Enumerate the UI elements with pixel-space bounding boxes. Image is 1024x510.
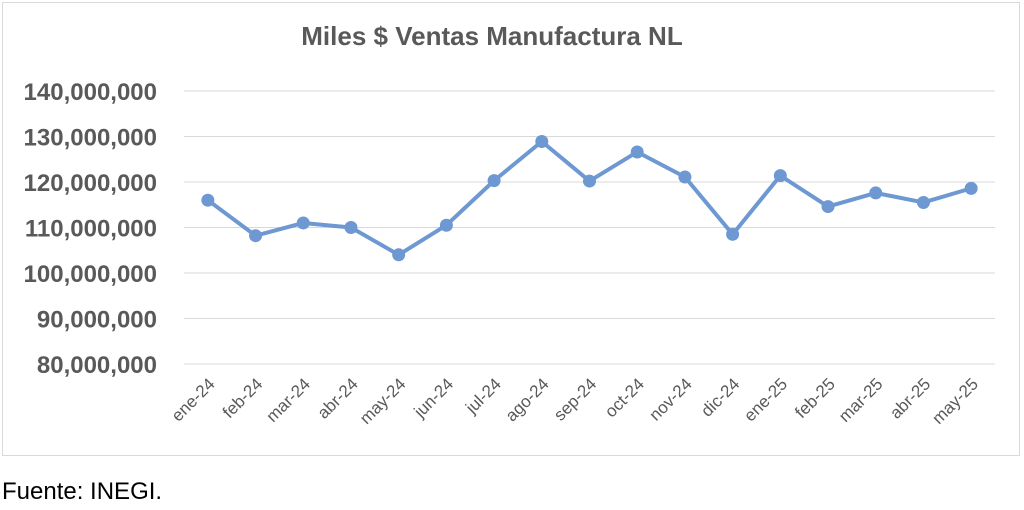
data-point: [678, 170, 692, 184]
data-point: [726, 227, 740, 241]
data-point: [964, 181, 978, 195]
series-line: [206, 139, 972, 257]
x-tick-label: nov-24: [646, 374, 696, 424]
x-tick-label: abr-25: [886, 374, 934, 422]
x-tick-label: oct-24: [601, 374, 648, 421]
data-point: [392, 248, 406, 262]
data-point: [916, 195, 930, 209]
y-tick-label: 140,000,000: [24, 79, 157, 106]
x-tick-label: may-25: [928, 374, 982, 428]
data-point: [296, 216, 310, 230]
x-tick-label: feb-24: [219, 374, 267, 422]
x-tick-label: ene-25: [740, 374, 791, 425]
data-point: [869, 186, 883, 200]
data-point: [821, 200, 835, 214]
data-point: [583, 174, 596, 188]
y-tick-label: 100,000,000: [24, 261, 157, 288]
x-tick-label: ago-24: [502, 374, 553, 425]
data-point: [535, 135, 549, 149]
y-tick-label: 90,000,000: [37, 307, 157, 334]
x-tick-label: abr-24: [314, 374, 362, 422]
data-point: [487, 174, 501, 188]
y-tick-label: 120,000,000: [24, 170, 157, 197]
series-layer: [201, 135, 978, 262]
data-point: [439, 218, 453, 232]
x-tick-label: jun-24: [410, 374, 458, 422]
x-tick-label: mar-25: [835, 374, 887, 426]
data-point: [344, 221, 358, 234]
y-tick-label: 130,000,000: [24, 125, 157, 152]
y-tick-label: 80,000,000: [37, 352, 157, 379]
chart-title: Miles $ Ventas Manufactura NL: [301, 21, 683, 51]
data-point: [249, 229, 263, 243]
source-note: Fuente: INEGI.: [2, 478, 163, 505]
data-point: [201, 193, 215, 207]
data-point: [630, 145, 644, 159]
x-tick-label: ene-24: [168, 374, 219, 425]
x-tick-label: feb-25: [791, 374, 839, 422]
x-tick-label: mar-24: [263, 374, 315, 426]
line-chart: Miles $ Ventas Manufactura NL 80,000,000…: [24, 21, 995, 428]
y-tick-label: 110,000,000: [25, 216, 157, 243]
x-tick-label: jul-24: [461, 374, 505, 418]
x-tick-label: sep-24: [550, 374, 600, 424]
x-tick-label: dic-24: [697, 374, 743, 420]
y-axis-tick-labels: 80,000,000 90,000,000 100,000,000 110,000,0…: [24, 79, 157, 379]
chart-frame: [2, 2, 1020, 456]
x-tick-label: may-24: [356, 374, 410, 428]
data-point: [773, 169, 787, 183]
